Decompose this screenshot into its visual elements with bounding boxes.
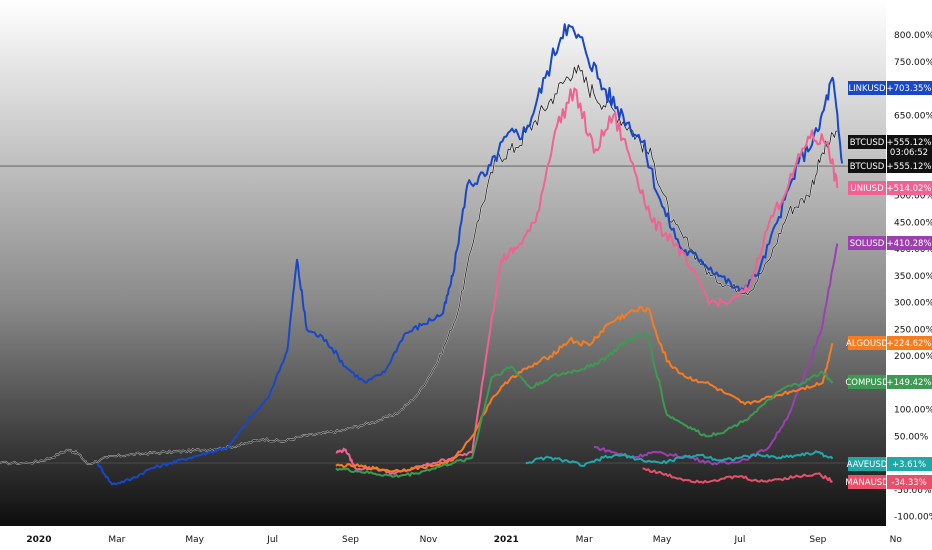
label-btcusd: BTCUSD +555.12% [848,159,932,173]
label-name: MANAUSD [845,478,889,488]
series-line-manausd [642,467,833,484]
y-tick-label: 450.00% [894,218,932,228]
label-value: +555.12% [887,138,932,148]
y-tick-label: 250.00% [894,325,932,335]
x-tick-label: Sep [809,535,826,545]
y-tick-label: 800.00% [894,31,932,41]
series-line-aaveusd [525,450,834,467]
label-name: SOLUSD [850,239,885,249]
x-tick-label: Mar [576,535,593,545]
label-value-box [887,135,932,159]
label-name-box [848,181,886,195]
label-name: UNIUSD [850,184,884,194]
series-line-solusd [593,243,839,466]
label-algousd: ALGOUSD+224.62% [846,336,932,350]
label-value: +514.02% [887,184,932,194]
x-tick-label: Jul [734,535,746,545]
y-tick-label: 200.00% [894,352,932,362]
label-value-box [887,159,932,173]
time-axis-background [0,526,932,550]
label-value: +703.35% [887,84,932,94]
series-value-labels: LINKUSD +703.35%BTCUSD +555.12%03:06:52BTC… [845,81,932,489]
label-name-box [848,135,886,149]
label-name: LINKUSD [848,84,886,94]
label-value-box [887,236,932,250]
y-tick-label: 500.00% [894,192,932,202]
label-value: +3.61% [892,460,926,470]
label-value-box [887,336,932,350]
label-name-box [848,81,886,95]
label-value-box [887,81,932,95]
label-uniusd: UNIUSD +514.02% [848,181,932,195]
label-name: AAVEUSD [847,460,888,470]
y-tick-label: 750.00% [894,58,932,68]
label-value: +149.42% [887,378,932,388]
series-group [0,23,844,486]
label-value-box [887,375,932,389]
x-tick-label: Sep [342,535,359,545]
y-tick-label: 350.00% [894,272,932,282]
label-name: BTCUSD [850,138,885,148]
label-manausd: MANAUSD -34.33% [845,475,932,489]
y-tick-label: 300.00% [894,299,932,309]
series-line-algousd [335,305,834,473]
y-tick-label: 100.00% [894,406,932,416]
label-name: ALGOUSD [846,339,888,349]
x-axis: 2020 Mar May Jul Sep Nov 2021 Mar May Jul Sep No [26,535,902,545]
y-tick-label: -100.00% [894,513,932,523]
x-tick-label: No [890,535,903,545]
label-name: BTCUSD [850,162,885,172]
label-name-box [848,236,886,250]
label-countdown: 03:06:52 [890,148,928,158]
x-tick-label: Mar [108,535,125,545]
series-line-linkusd [96,23,844,486]
x-tick-label: 2021 [494,535,519,545]
series-line-compusd [335,332,834,478]
label-name: COMPUSD [845,378,889,388]
x-tick-label: May [185,535,204,545]
label-value: +555.12% [887,162,932,172]
label-value: -34.33% [891,478,926,488]
label-value-box [887,475,932,489]
label-name-box [848,475,886,489]
label-name-box [848,336,886,350]
x-tick-label: Jul [266,535,278,545]
label-value: +224.62% [887,339,932,349]
label-value-box [887,181,932,195]
label-value: +410.28% [887,239,932,249]
x-tick-label: May [653,535,672,545]
label-solusd: SOLUSD +410.28% [848,236,932,250]
label-name-box [848,159,886,173]
y-tick-label: 650.00% [894,111,932,121]
y-tick-label: 50.00% [894,432,929,442]
label-name-box [848,457,886,471]
label-compusd: COMPUSD+149.42% [845,375,932,389]
label-value-box [887,457,932,471]
x-tick-label: Nov [420,535,438,545]
x-tick-label: 2020 [26,535,51,545]
label-name-box [848,375,886,389]
y-tick-label: -50.00% [894,486,932,496]
label-aaveusd: AAVEUSD +3.61% [847,457,932,471]
label-btcusd: BTCUSD +555.12%03:06:52 [848,135,932,159]
label-linkusd: LINKUSD +703.35% [848,81,932,95]
